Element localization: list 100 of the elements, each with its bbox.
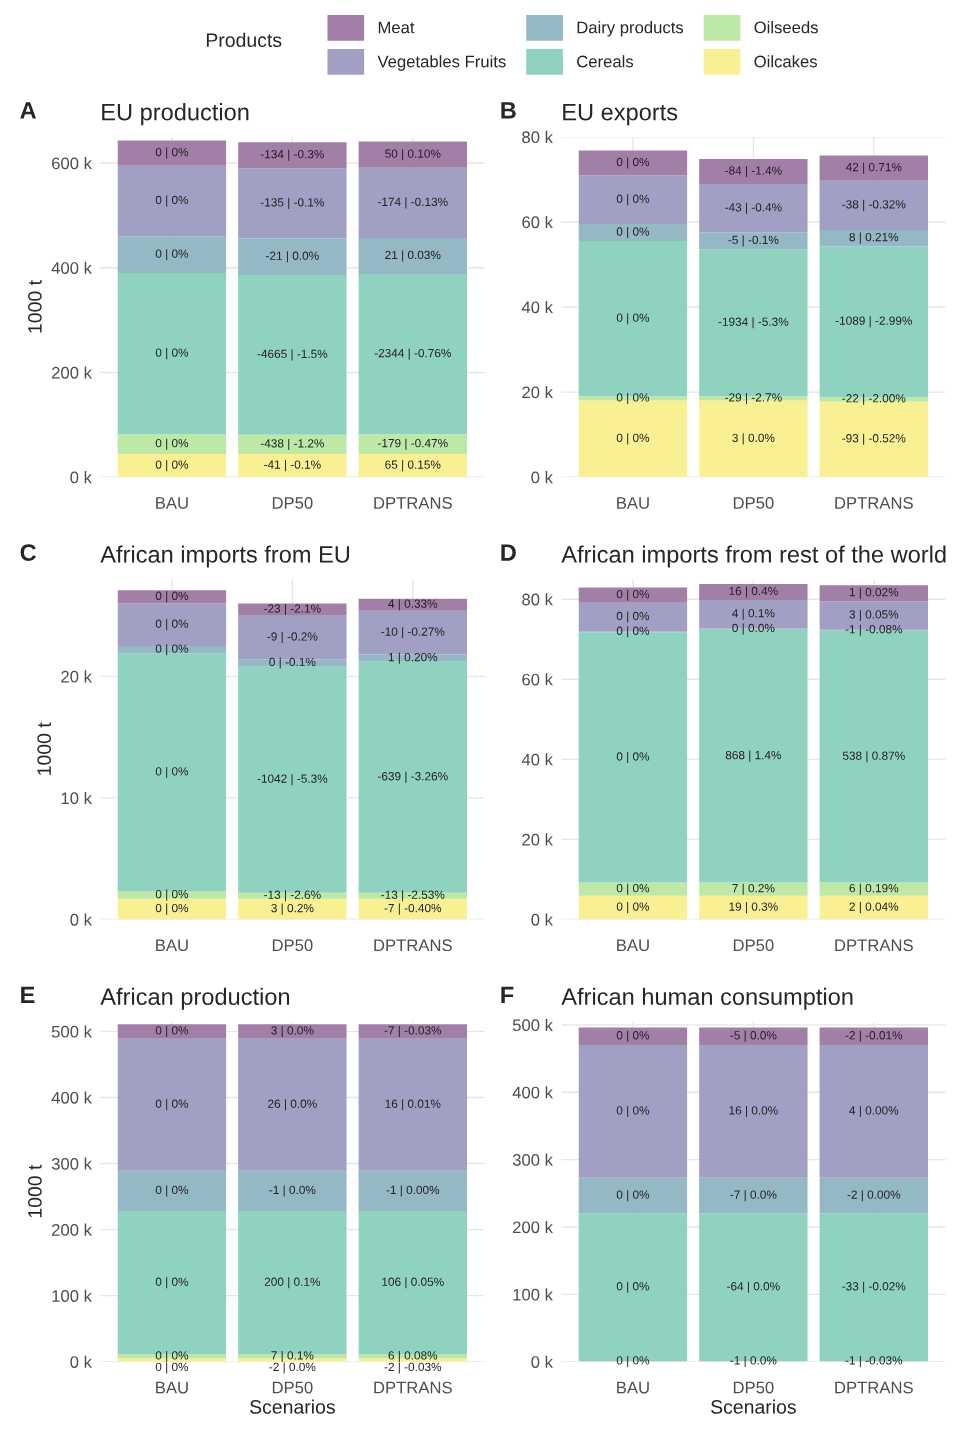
annotation: -1089 | -2.99%: [835, 316, 912, 328]
y-tick-label: 20 k: [522, 386, 553, 399]
y-tick-label: 20 k: [61, 670, 92, 683]
annotation: 1 | 0.20%: [388, 652, 438, 664]
legend-label: Oilcakes: [754, 55, 817, 68]
annotation: 0 | 0%: [616, 752, 650, 764]
y-tick-label: 10 k: [61, 791, 92, 805]
x-tick-label: DPTRANS: [374, 497, 452, 509]
y-tick-label: 0 k: [70, 471, 92, 484]
x-tick-label: DPTRANS: [374, 1381, 452, 1394]
annotation: 1 | 0.02%: [849, 587, 899, 599]
annotation: -1934 | -5.3%: [718, 317, 789, 329]
annotation: 0 | 0%: [155, 619, 189, 631]
annotation: 16 | 0.01%: [385, 1099, 441, 1111]
annotation: 0 | 0%: [616, 1190, 650, 1202]
y-tick-label: 40 k: [521, 300, 553, 314]
y-tick-label: 200 k: [52, 1223, 92, 1236]
annotation: -438 | -1.2%: [260, 438, 324, 450]
chart-title: EU exports: [563, 103, 678, 126]
annotation: 0 | 0%: [616, 157, 650, 169]
annotation: 0 | 0%: [155, 889, 189, 901]
legend-label: Oilseeds: [754, 21, 818, 34]
annotation: 0 | 0%: [616, 392, 650, 404]
x-tick-label: BAU: [156, 939, 188, 952]
annotation: 0 | 0%: [616, 883, 650, 895]
text: E: [21, 986, 35, 1003]
annotation: -2 | 0.00%: [847, 1190, 901, 1202]
annotation: 0 | 0%: [616, 433, 650, 445]
x-tick-label: DPTRANS: [835, 497, 913, 509]
annotation: 0 | 0%: [616, 313, 650, 325]
annotation: 0 | 0%: [155, 903, 189, 915]
annotation: -179 | -0.47%: [377, 438, 448, 450]
annotation: 0 | 0%: [155, 591, 189, 603]
annotation: -639 | -3.26%: [377, 771, 448, 783]
annotation: -23 | -2.1%: [264, 604, 321, 616]
annotation: 0 | 0%: [616, 1105, 650, 1117]
annotation: -7 | -0.40%: [384, 903, 442, 915]
y-tick-label: 400 k: [51, 261, 92, 274]
annotation: 0 | 0%: [155, 460, 189, 472]
legend-label: Vegetables Fruits: [377, 55, 506, 71]
annotation: 3 | 0.0%: [271, 1025, 314, 1037]
chart-title: African imports from EU: [100, 545, 350, 568]
y-tick-label: 200 k: [513, 1220, 553, 1234]
chart-title: African imports from rest of the world: [561, 545, 946, 568]
legend-label: Dairy products: [577, 21, 684, 37]
annotation: 0 | 0%: [155, 766, 189, 778]
annotation: 0 | 0%: [155, 1185, 189, 1197]
annotation: -64 | 0.0%: [727, 1281, 780, 1293]
text: B: [501, 102, 516, 119]
annotation: -174 | -0.13%: [377, 197, 448, 209]
x-tick-label: DP50: [733, 497, 774, 509]
y-tick-label: 0 k: [531, 913, 553, 926]
x-tick-label: DPTRANS: [835, 1381, 913, 1394]
annotation: 0 | -0.1%: [269, 657, 316, 669]
annotation: -13 | -2.53%: [381, 890, 445, 902]
annotation: 0 | 0%: [155, 644, 189, 656]
annotation: 16 | 0.4%: [729, 586, 778, 598]
annotation: 0 | 0%: [155, 348, 189, 360]
y-tick-label: 20 k: [522, 833, 553, 846]
annotation: 3 | 0.0%: [732, 433, 775, 445]
x-tick-label: DP50: [272, 497, 313, 509]
y-tick-label: 500 k: [512, 1018, 553, 1032]
annotation: 0 | 0%: [155, 438, 189, 450]
annotation: -5 | 0.0%: [730, 1030, 777, 1042]
annotation: -38 | -0.32%: [842, 199, 906, 211]
annotation: 0 | 0%: [155, 1277, 189, 1289]
annotation: 26 | 0.0%: [268, 1099, 317, 1111]
y-tick-label: 0 k: [70, 913, 92, 926]
x-tick-label: BAU: [156, 497, 188, 509]
x-tick-label: DP50: [733, 1381, 774, 1394]
annotation: 0 | 0%: [616, 194, 650, 206]
x-tick-label: BAU: [617, 939, 649, 952]
annotation: -1042 | -5.3%: [257, 774, 328, 786]
x-axis-title: Scenarios: [250, 1399, 335, 1414]
annotation: -1 | -0.08%: [845, 624, 903, 636]
annotation: 7 | 0.1%: [271, 1350, 314, 1362]
annotation: -7 | 0.0%: [730, 1190, 777, 1202]
y-tick-label: 400 k: [512, 1086, 553, 1099]
y-tick-label: 60 k: [522, 215, 553, 229]
annotation: 16 | 0.0%: [729, 1105, 778, 1117]
annotation: -2344 | -0.76%: [374, 348, 451, 360]
y-tick-label: 0 k: [531, 471, 553, 484]
annotation: 4 | 0.00%: [849, 1105, 899, 1117]
x-tick-label: BAU: [617, 497, 649, 509]
annotation: -22 | -2.00%: [842, 393, 906, 405]
annotation: -9 | -0.2%: [267, 632, 318, 644]
legend-title: Products: [206, 32, 282, 48]
annotation: 0 | 0%: [616, 227, 650, 239]
chart-title: EU production: [102, 103, 249, 126]
annotation: -4665 | -1.5%: [257, 349, 328, 361]
annotation: 0 | 0%: [155, 1099, 189, 1111]
annotation: 6 | 0.08%: [388, 1350, 438, 1362]
y-axis-title: 1000 t: [28, 280, 42, 333]
annotation: -2 | -0.01%: [845, 1030, 903, 1042]
annotation: 4 | 0.1%: [732, 608, 775, 620]
annotation: 19 | 0.3%: [729, 902, 778, 914]
annotation: 0 | 0%: [616, 626, 650, 638]
annotation: -13 | -2.6%: [264, 890, 321, 902]
annotation: 2 | 0.04%: [849, 902, 899, 914]
y-tick-label: 400 k: [51, 1091, 92, 1104]
